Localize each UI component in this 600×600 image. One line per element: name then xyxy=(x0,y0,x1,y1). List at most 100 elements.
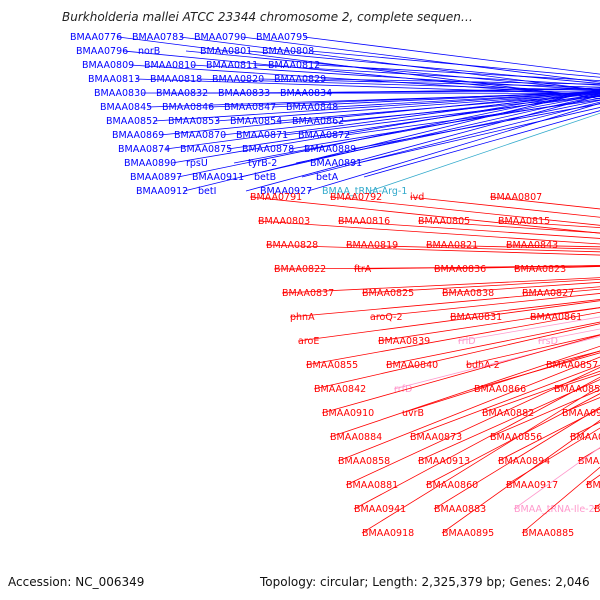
reverse-gene-label: BMAA0941 xyxy=(354,504,406,515)
forward-leader xyxy=(129,64,600,96)
forward-leader xyxy=(259,78,600,88)
forward-leader xyxy=(177,89,600,178)
forward-leader xyxy=(333,91,600,108)
reverse-gene-label: BMAA0839 xyxy=(378,336,430,347)
forward-leader xyxy=(165,90,600,150)
forward-leader xyxy=(241,36,600,83)
forward-gene-label: BMAA0801 xyxy=(200,46,252,57)
forward-leader xyxy=(153,91,600,122)
forward-gene-label: BMAA0848 xyxy=(286,102,338,113)
reverse-leader xyxy=(313,323,600,390)
forward-gene-label: BMAA0912 xyxy=(136,186,188,197)
reverse-gene-label: BMAA0858 xyxy=(338,456,390,467)
reverse-gene-label: BMAA0807 xyxy=(490,192,542,203)
forward-gene-label: BMAA0790 xyxy=(194,32,246,43)
reverse-leader xyxy=(249,196,600,234)
reverse-gene-label: phnA xyxy=(290,312,315,323)
forward-leader xyxy=(185,50,600,91)
forward-leader xyxy=(271,91,600,108)
forward-gene-label: BMAA0809 xyxy=(82,60,134,71)
reverse-gene-label: BMAA0836 xyxy=(434,264,486,275)
forward-leader xyxy=(339,95,600,122)
forward-leader xyxy=(191,64,600,91)
forward-leader xyxy=(351,103,600,150)
forward-gene-label: BMAA0853 xyxy=(168,116,220,127)
reverse-gene-label: BMAA0805 xyxy=(418,216,470,227)
reverse-gene-label: BMAA0855 xyxy=(306,360,358,371)
reverse-leader xyxy=(337,356,600,462)
reverse-gene-label: BMAA0895 xyxy=(442,528,494,539)
reverse-gene-label: BMAA0816 xyxy=(338,216,390,227)
forward-gene-label: norB xyxy=(138,46,160,57)
forward-gene-label: betI xyxy=(198,186,216,197)
reverse-gene-label: rrsD xyxy=(538,336,558,347)
forward-leader xyxy=(245,95,600,192)
forward-leader xyxy=(159,91,600,136)
reverse-gene-label: BMAA0861 xyxy=(530,312,582,323)
forward-gene-label: BMAA0911 xyxy=(192,172,244,183)
reverse-gene-label: BMAA0866 xyxy=(474,384,526,395)
reverse-leader xyxy=(361,278,600,294)
reverse-gene-label: BMAA0822 xyxy=(274,264,326,275)
reverse-gene-label: BMAA0929 xyxy=(594,504,600,515)
forward-leader xyxy=(227,93,600,150)
forward-gene-label: BMAA0833 xyxy=(218,88,270,99)
reverse-gene-label: BMAA0873 xyxy=(410,432,462,443)
reverse-gene-label: BMAA0918 xyxy=(362,528,414,539)
reverse-leader xyxy=(345,367,600,486)
forward-gene-label: BMAA0813 xyxy=(88,74,140,85)
reverse-leader xyxy=(401,350,600,414)
reverse-leader xyxy=(561,397,600,414)
forward-gene-label: BMAA0810 xyxy=(144,60,196,71)
forward-leader xyxy=(147,92,600,108)
reverse-gene-label: BMAA0904 xyxy=(562,408,600,419)
forward-gene-label: BMAA0874 xyxy=(118,144,170,155)
reverse-leader xyxy=(417,379,600,462)
forward-gene-label: BMAA0862 xyxy=(292,116,344,127)
reverse-gene-label: aroE xyxy=(298,336,319,347)
forward-leader xyxy=(171,90,600,164)
forward-gene-label: BMAA0795 xyxy=(256,32,308,43)
reverse-gene-label: BMAA0913 xyxy=(418,456,470,467)
reverse-gene-label: BMAA0838 xyxy=(442,288,494,299)
forward-leader xyxy=(309,50,600,78)
forward-gene-label: BMAA0872 xyxy=(298,130,350,141)
forward-leader xyxy=(321,78,600,85)
reverse-gene-label: BMAA0815 xyxy=(498,216,550,227)
forward-gene-label: BMAA0830 xyxy=(94,88,146,99)
forward-leader xyxy=(209,91,600,108)
reverse-leader xyxy=(345,244,600,253)
forward-leader xyxy=(233,94,600,164)
reverse-leader xyxy=(265,244,600,256)
forward-gene-label: BMAA0808 xyxy=(262,46,314,57)
reverse-gene-label: BMAA0882 xyxy=(482,408,534,419)
forward-gene-label: BMAA0878 xyxy=(242,144,294,155)
forward-leader xyxy=(203,90,600,94)
forward-gene-label: BMAA0891 xyxy=(310,158,362,169)
reverse-leader xyxy=(505,427,600,486)
accession-label: Accession: NC_006349 xyxy=(8,575,145,589)
reverse-gene-label: BMAA0894 xyxy=(498,456,550,467)
forward-leader xyxy=(183,88,600,192)
forward-leader xyxy=(283,95,600,136)
reverse-gene-label: BMAA0791 xyxy=(250,192,302,203)
reverse-gene-label: BMAA0840 xyxy=(386,360,438,371)
forward-gene-label: BMAA0811 xyxy=(206,60,258,71)
forward-leader xyxy=(253,64,600,86)
reverse-gene-label: BMAA_tRNA-Ile-2 xyxy=(514,504,595,515)
genome-summary: Topology: circular; Length: 2,325,379 bp… xyxy=(260,575,590,589)
forward-gene-label: rpsU xyxy=(186,158,208,169)
map-title: Burkholderia mallei ATCC 23344 chromosom… xyxy=(62,10,473,24)
reverse-leader xyxy=(329,345,600,438)
forward-leader xyxy=(327,87,600,94)
forward-gene-label: BMAA0796 xyxy=(76,46,128,57)
forward-gene-label: BMAA0889 xyxy=(304,144,356,155)
forward-leader xyxy=(363,110,600,178)
forward-leader xyxy=(215,92,600,122)
reverse-gene-label: BMAA0881 xyxy=(346,480,398,491)
reverse-gene-label: BMAA0910 xyxy=(322,408,374,419)
reverse-gene-label: BMAA0898 xyxy=(586,480,600,491)
reverse-leader xyxy=(441,419,600,534)
